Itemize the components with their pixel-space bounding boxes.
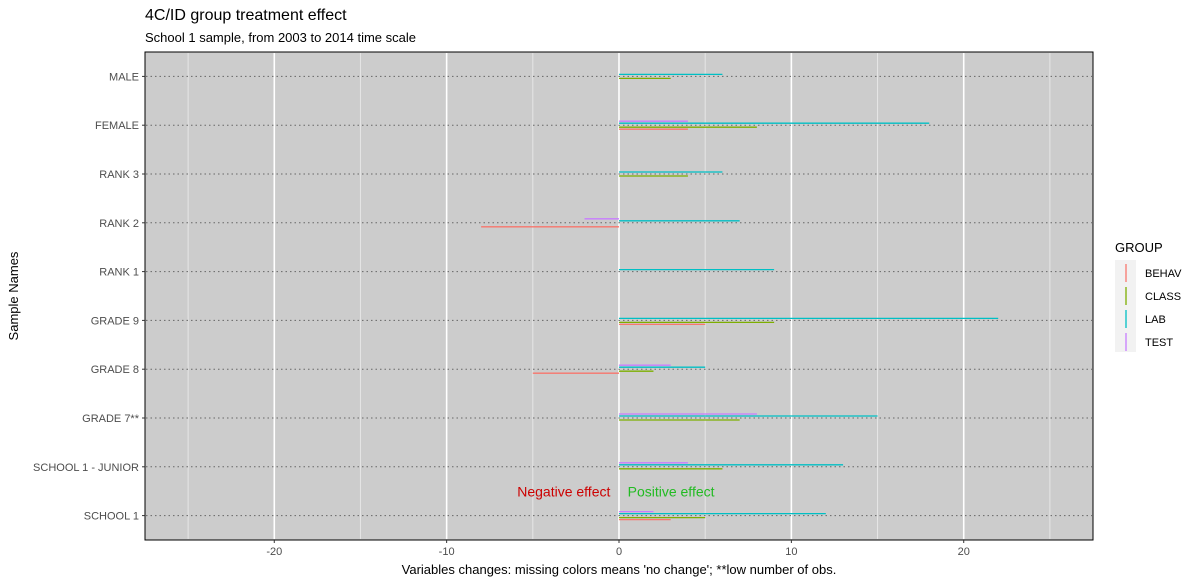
chart-subtitle: School 1 sample, from 2003 to 2014 time … <box>145 30 416 45</box>
annotation-negative-effect: Negative effect <box>517 484 610 500</box>
grid-layer <box>146 53 1092 539</box>
y-tick-label: MALE <box>109 71 139 83</box>
x-axis-title: Variables changes: missing colors means … <box>402 562 837 577</box>
y-tick-label: GRADE 7** <box>82 413 140 425</box>
x-tick-labels: -20 -10 0 10 20 <box>266 540 970 558</box>
x-tick-label: 10 <box>785 546 797 558</box>
legend: GROUP BEHAV CLASS LAB TEST <box>1115 240 1182 352</box>
y-tick-label: GRADE 9 <box>91 315 139 327</box>
y-tick-label: RANK 1 <box>99 267 139 279</box>
y-tick-label: GRADE 8 <box>91 364 139 376</box>
legend-key-background <box>1115 260 1136 352</box>
y-tick-label: SCHOOL 1 <box>84 511 139 523</box>
x-tick-label: 0 <box>616 546 622 558</box>
y-tick-label: SCHOOL 1 - JUNIOR <box>33 462 139 474</box>
legend-label-test: TEST <box>1145 337 1173 349</box>
y-axis-title: Sample Names <box>6 251 21 340</box>
y-tick-label: RANK 3 <box>99 169 139 181</box>
y-tick-label: RANK 2 <box>99 218 139 230</box>
legend-label-class: CLASS <box>1145 291 1181 303</box>
y-tick-label: FEMALE <box>95 120 139 132</box>
x-tick-label: 20 <box>958 546 970 558</box>
annotation-positive-effect: Positive effect <box>628 484 715 500</box>
legend-title: GROUP <box>1115 240 1163 255</box>
annotation-layer: Negative effect Positive effect <box>517 484 714 500</box>
bar-layer <box>481 73 999 521</box>
chart-title: 4C/ID group treatment effect <box>145 7 347 24</box>
legend-label-lab: LAB <box>1145 314 1166 326</box>
x-tick-label: -10 <box>439 546 455 558</box>
y-tick-labels: MALE FEMALE RANK 3 RANK 2 RANK 1 GRADE 9 GRADE… <box>33 71 145 523</box>
x-tick-label: -20 <box>266 546 282 558</box>
legend-label-behav: BEHAV <box>1145 268 1182 280</box>
